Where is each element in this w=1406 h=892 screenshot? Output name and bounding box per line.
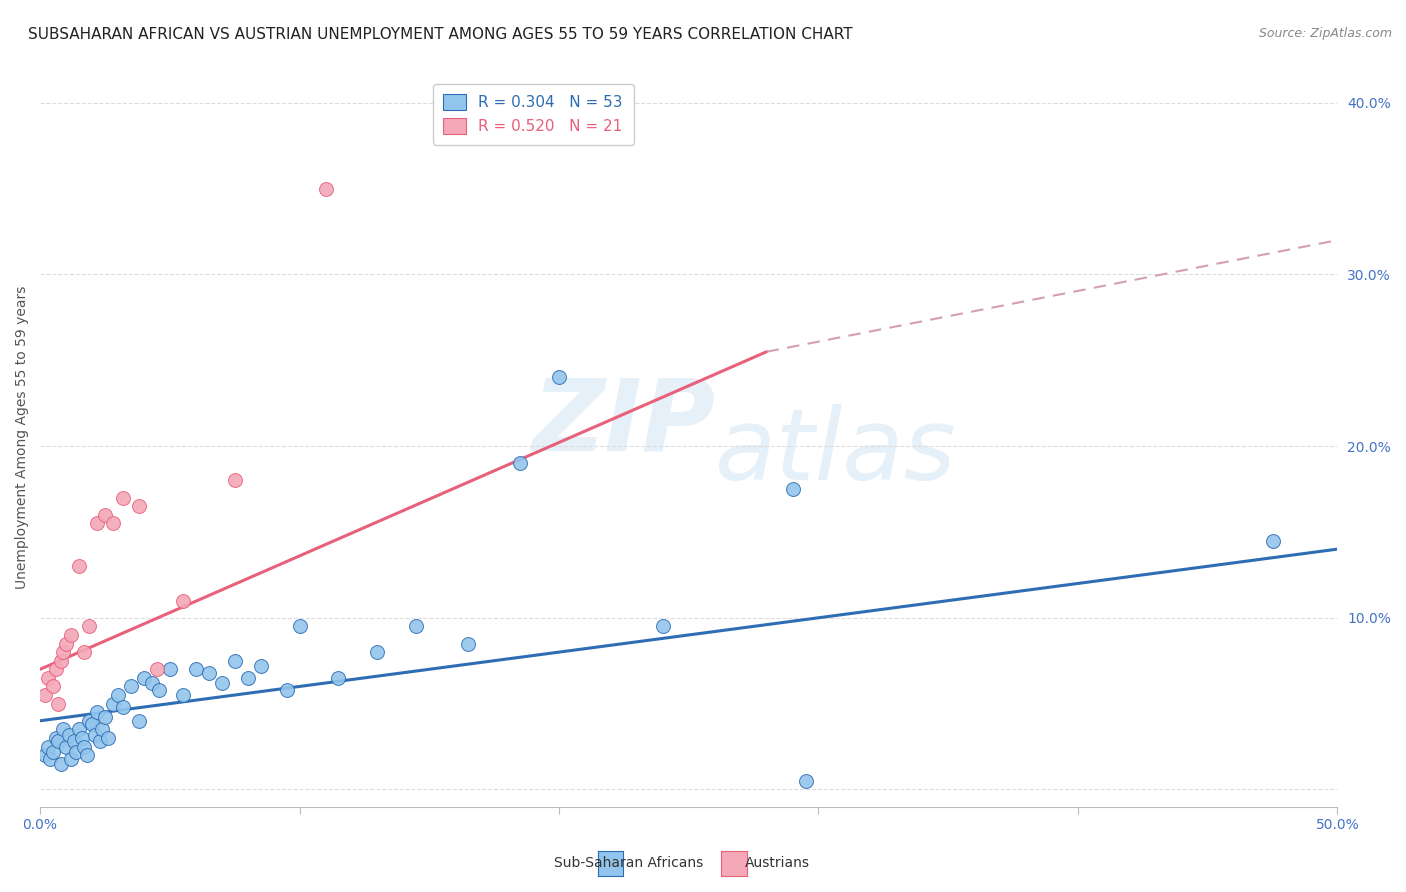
Point <box>65 745 87 759</box>
Point <box>197 665 219 680</box>
Point <box>79 714 101 728</box>
Point <box>76 748 98 763</box>
Point <box>46 734 69 748</box>
Point <box>94 710 117 724</box>
Point <box>141 676 163 690</box>
Point <box>91 723 114 737</box>
Point <box>34 748 56 763</box>
Point <box>86 516 108 531</box>
Point <box>55 739 77 754</box>
Point <box>112 491 135 505</box>
Point <box>60 628 83 642</box>
Point <box>45 662 67 676</box>
Point <box>39 751 62 765</box>
Point <box>224 654 246 668</box>
Point <box>42 680 65 694</box>
Point <box>37 671 59 685</box>
Point <box>276 682 298 697</box>
Point <box>58 727 80 741</box>
Point <box>249 658 271 673</box>
Point <box>328 671 350 685</box>
Point <box>67 723 90 737</box>
Point <box>52 723 75 737</box>
Point <box>46 697 69 711</box>
Point <box>73 645 96 659</box>
Text: ZIP: ZIP <box>533 375 716 471</box>
Point <box>80 717 103 731</box>
Point <box>89 734 111 748</box>
Point <box>101 697 124 711</box>
Point <box>128 500 150 514</box>
Point <box>112 700 135 714</box>
Point <box>172 593 194 607</box>
Point <box>184 662 207 676</box>
Point <box>60 751 83 765</box>
Point <box>79 619 101 633</box>
Point <box>97 731 120 745</box>
Point <box>128 714 150 728</box>
Point <box>67 559 90 574</box>
Text: atlas: atlas <box>714 404 956 500</box>
Point <box>107 688 129 702</box>
Text: Sub-Saharan Africans: Sub-Saharan Africans <box>554 855 703 870</box>
Text: Austrians: Austrians <box>745 855 810 870</box>
Point <box>63 734 86 748</box>
Point <box>159 662 181 676</box>
Point <box>34 688 56 702</box>
Text: SUBSAHARAN AFRICAN VS AUSTRIAN UNEMPLOYMENT AMONG AGES 55 TO 59 YEARS CORRELATIO: SUBSAHARAN AFRICAN VS AUSTRIAN UNEMPLOYM… <box>28 27 853 42</box>
Point <box>288 619 311 633</box>
Point <box>45 731 67 745</box>
Point <box>94 508 117 522</box>
Point <box>49 654 72 668</box>
Y-axis label: Unemployment Among Ages 55 to 59 years: Unemployment Among Ages 55 to 59 years <box>15 285 30 590</box>
Point <box>52 645 75 659</box>
Point <box>548 370 571 384</box>
Point <box>37 739 59 754</box>
Point <box>146 662 169 676</box>
Point <box>49 756 72 771</box>
Point <box>83 727 105 741</box>
Point <box>86 705 108 719</box>
Point <box>457 636 479 650</box>
Point <box>148 682 170 697</box>
Point <box>651 619 673 633</box>
Point <box>55 636 77 650</box>
Point <box>120 680 142 694</box>
Point <box>1261 533 1284 548</box>
Point <box>70 731 93 745</box>
Point <box>224 474 246 488</box>
Point <box>101 516 124 531</box>
Point <box>405 619 427 633</box>
Text: Source: ZipAtlas.com: Source: ZipAtlas.com <box>1258 27 1392 40</box>
Point <box>42 745 65 759</box>
Legend: R = 0.304   N = 53, R = 0.520   N = 21: R = 0.304 N = 53, R = 0.520 N = 21 <box>433 84 634 145</box>
Point <box>132 671 155 685</box>
Point <box>782 482 804 496</box>
Point <box>315 182 337 196</box>
Point <box>366 645 388 659</box>
Point <box>236 671 259 685</box>
Point <box>509 456 531 470</box>
Point <box>794 773 817 788</box>
Point <box>172 688 194 702</box>
Point <box>211 676 233 690</box>
Point <box>73 739 96 754</box>
